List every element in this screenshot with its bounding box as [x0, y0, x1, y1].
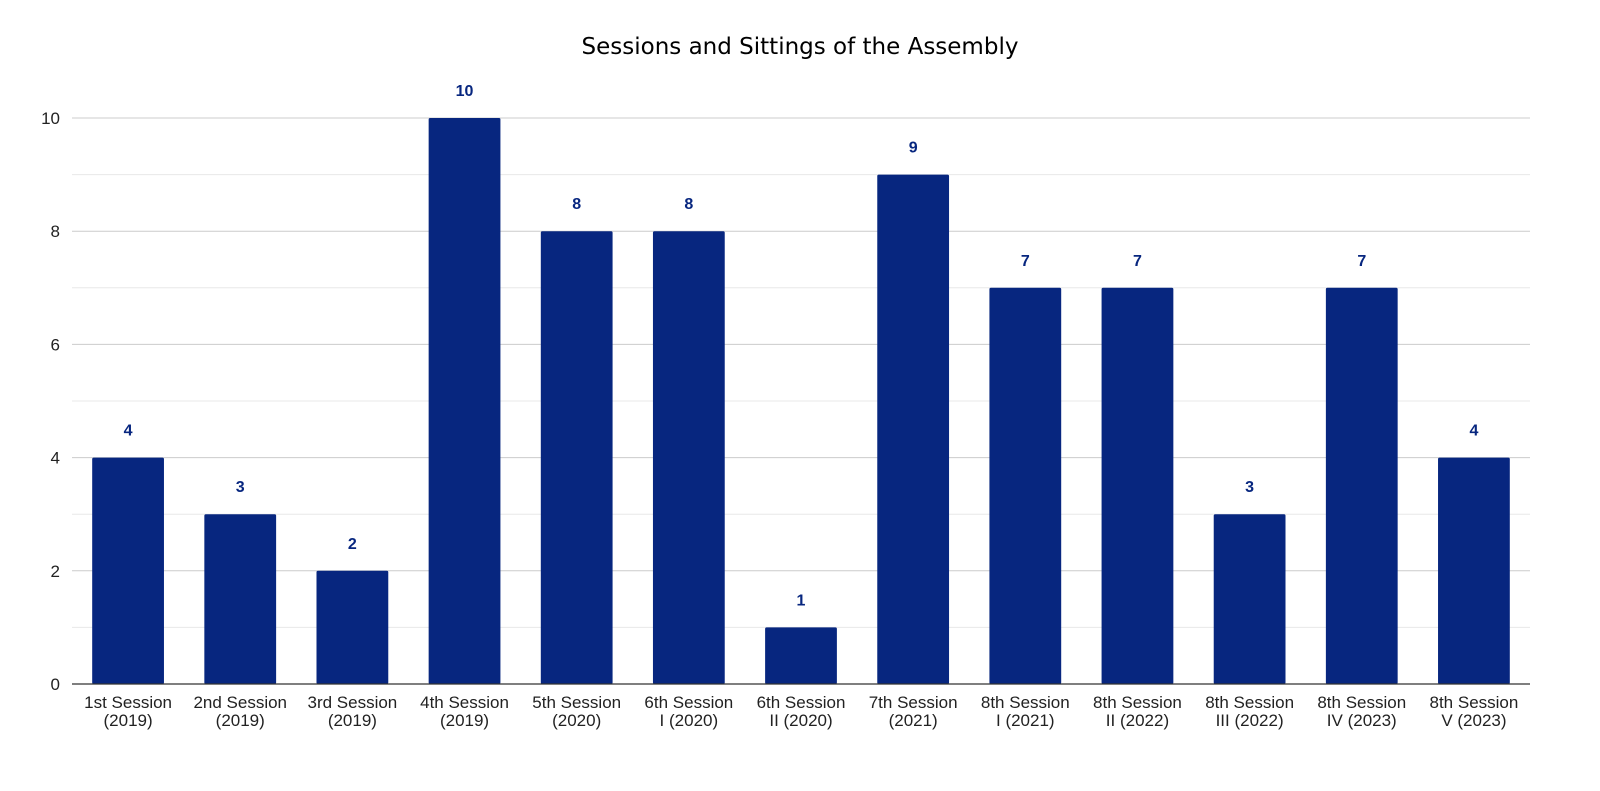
data-label: 3	[1245, 479, 1254, 496]
x-tick-label: 6th Session	[757, 693, 846, 712]
data-label: 9	[909, 140, 918, 157]
x-tick-label: (2019)	[104, 711, 153, 730]
data-label: 1	[797, 592, 806, 609]
data-label: 7	[1357, 253, 1366, 270]
data-label: 8	[684, 196, 693, 213]
data-label: 4	[124, 423, 133, 440]
y-tick-label: 0	[51, 675, 60, 694]
data-label: 10	[456, 83, 474, 100]
x-tick-label: (2019)	[216, 711, 265, 730]
data-label: 3	[236, 479, 245, 496]
x-tick-label: (2020)	[552, 711, 601, 730]
x-tick-label: III (2022)	[1216, 711, 1284, 730]
bar	[316, 570, 389, 684]
x-tick-label: 8th Session	[1093, 693, 1182, 712]
y-tick-label: 2	[51, 562, 60, 581]
x-tick-label: 1st Session	[84, 693, 172, 712]
chart-title: Sessions and Sittings of the Assembly	[581, 34, 1019, 60]
y-tick-label: 8	[51, 222, 60, 241]
x-tick-label: V (2023)	[1441, 711, 1506, 730]
x-tick-label: 5th Session	[532, 693, 621, 712]
x-tick-label: II (2020)	[769, 711, 832, 730]
data-label: 7	[1021, 253, 1030, 270]
bar	[204, 514, 277, 684]
x-tick-label: 6th Session	[644, 693, 733, 712]
x-tick-label: 2nd Session	[193, 693, 287, 712]
y-tick-label: 4	[51, 449, 60, 468]
x-tick-label: 4th Session	[420, 693, 509, 712]
bar	[1438, 457, 1510, 684]
data-label: 4	[1469, 423, 1478, 440]
y-tick-label: 10	[41, 109, 60, 128]
y-tick-label: 6	[51, 335, 60, 354]
data-label: 2	[348, 536, 357, 553]
x-tick-label: 7th Session	[869, 693, 958, 712]
bar	[1213, 514, 1286, 684]
bar	[92, 457, 164, 684]
bar	[540, 231, 613, 684]
x-tick-label: 8th Session	[1205, 693, 1294, 712]
bar	[989, 287, 1062, 684]
x-tick-label: I (2021)	[996, 711, 1055, 730]
bar	[652, 231, 725, 684]
x-tick-label: II (2022)	[1106, 711, 1169, 730]
bar	[428, 118, 501, 684]
bar	[877, 174, 950, 684]
x-tick-label: 8th Session	[1430, 693, 1519, 712]
x-tick-label: (2019)	[328, 711, 377, 730]
x-tick-label: I (2020)	[660, 711, 719, 730]
data-label: 7	[1133, 253, 1142, 270]
x-tick-label: 8th Session	[1317, 693, 1406, 712]
x-tick-label: IV (2023)	[1327, 711, 1397, 730]
x-tick-label: 8th Session	[981, 693, 1070, 712]
data-label: 8	[572, 196, 581, 213]
bar	[1325, 287, 1398, 684]
x-tick-label: (2021)	[889, 711, 938, 730]
x-tick-label: 3rd Session	[307, 693, 397, 712]
x-tick-label: (2019)	[440, 711, 489, 730]
bar	[1101, 287, 1174, 684]
bar	[765, 627, 837, 684]
